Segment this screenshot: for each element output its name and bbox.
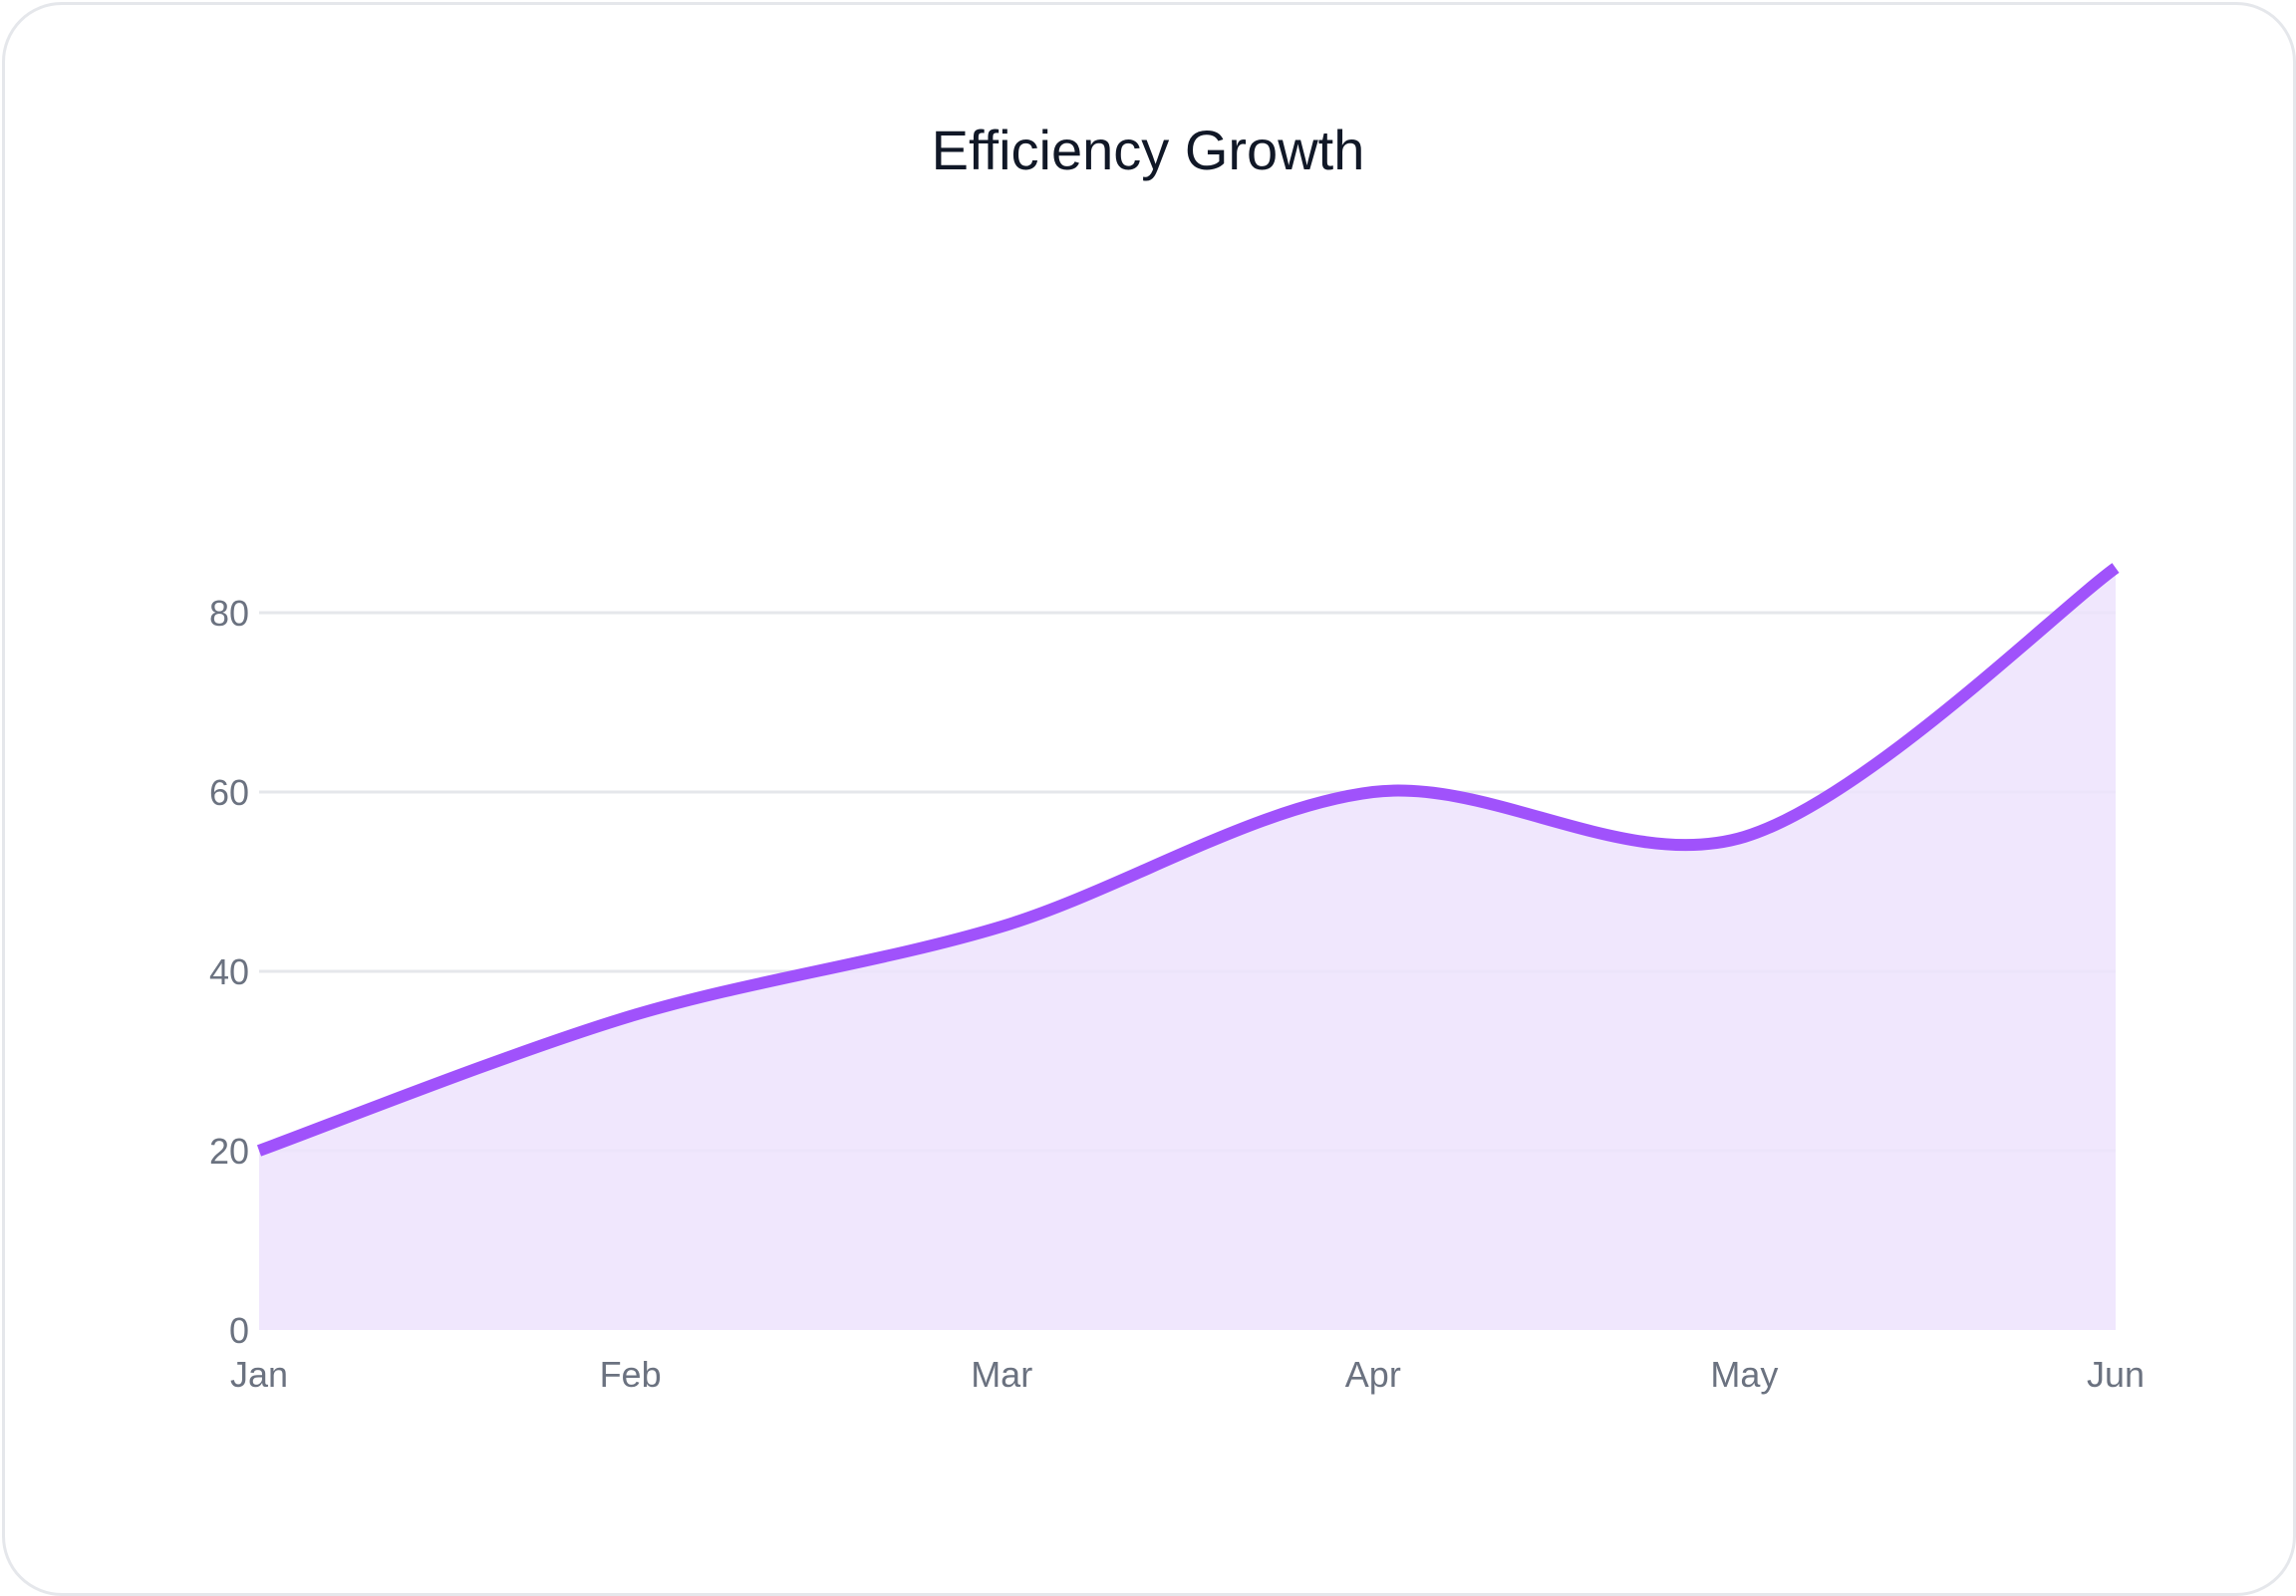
x-tick-label: May xyxy=(1710,1354,1778,1395)
x-tick-label: Jun xyxy=(2087,1354,2145,1395)
x-tick-label: Feb xyxy=(600,1354,662,1395)
x-tick-label: Apr xyxy=(1345,1354,1401,1395)
y-tick-label: 40 xyxy=(209,951,249,992)
y-tick-label: 60 xyxy=(209,772,249,813)
y-tick-label: 20 xyxy=(209,1131,249,1172)
x-tick-label: Mar xyxy=(971,1354,1032,1395)
area-fill xyxy=(259,568,2116,1330)
chart-title: Efficiency Growth xyxy=(931,119,1365,181)
series-line xyxy=(256,563,2120,1157)
x-tick-label: Jan xyxy=(230,1354,288,1395)
y-tick-label: 0 xyxy=(229,1310,249,1351)
y-tick-label: 80 xyxy=(209,593,249,634)
